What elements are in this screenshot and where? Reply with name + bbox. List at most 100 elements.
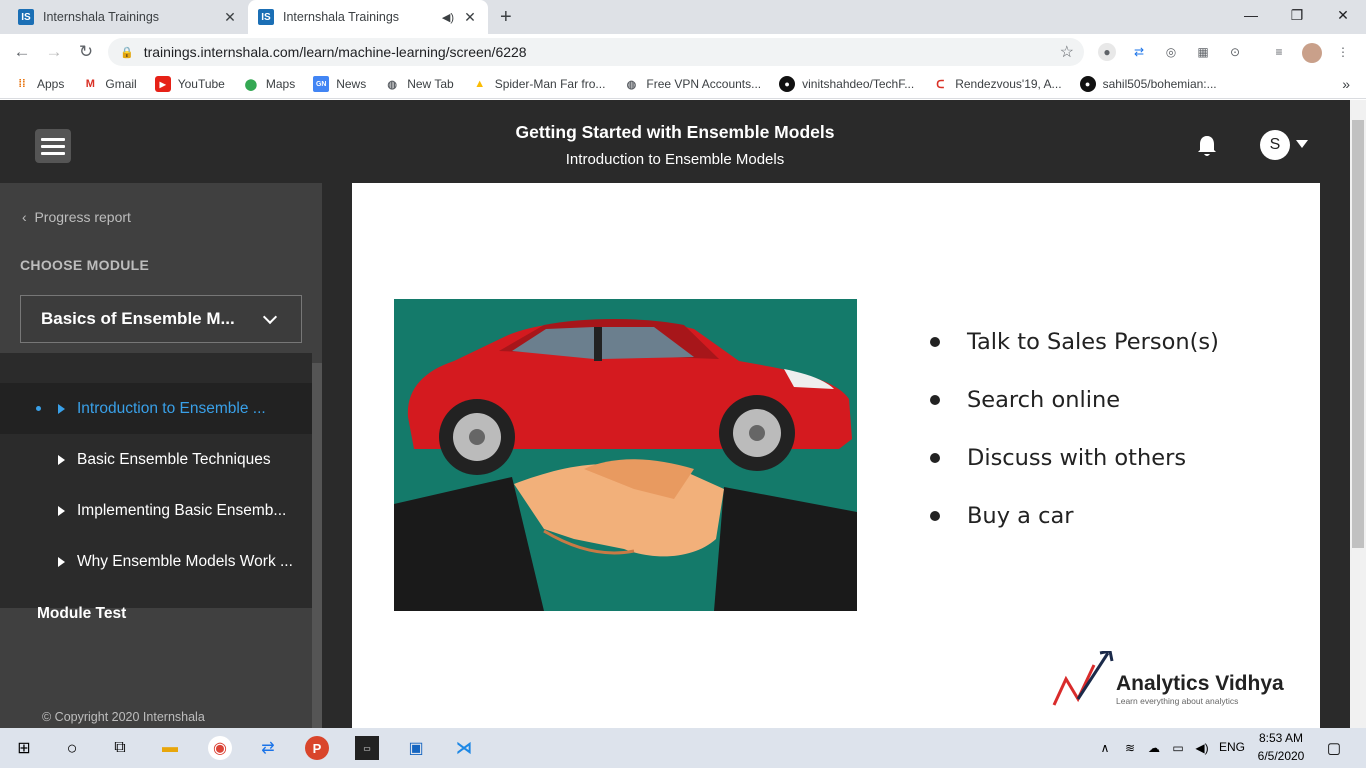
car-handshake-illustration xyxy=(394,299,857,611)
menu-dots-icon[interactable]: ⋮ xyxy=(1337,45,1349,59)
share-extension-icon[interactable]: ⇄ xyxy=(1133,45,1145,59)
chevron-up-icon[interactable]: ∧ xyxy=(1100,741,1110,755)
language-indicator[interactable]: ENG xyxy=(1219,740,1246,754)
bullet-item: Talk to Sales Person(s) xyxy=(927,313,1219,371)
bookmark-label: Maps xyxy=(265,77,296,91)
bookmark-youtube[interactable]: ▶ YouTube xyxy=(154,76,225,92)
lesson-item-why-ensemble[interactable]: Why Ensemble Models Work ... xyxy=(0,536,312,587)
extension-icon[interactable]: ⊙ xyxy=(1229,45,1241,59)
caret-down-icon[interactable] xyxy=(1296,140,1308,148)
new-tab-button[interactable]: + xyxy=(500,6,512,28)
play-triangle-icon xyxy=(58,556,65,567)
bullet-dot-icon xyxy=(930,337,940,347)
cloud-icon[interactable]: ☁ xyxy=(1148,741,1160,755)
clock-time[interactable]: 8:53 AM xyxy=(1258,731,1304,745)
github-icon: ● xyxy=(1079,76,1096,92)
media-control-icon[interactable]: ≡ xyxy=(1275,45,1283,59)
sidebar-scrollbar[interactable] xyxy=(312,363,322,728)
bookmark-apps[interactable]: ⁞⁞ Apps xyxy=(14,76,64,92)
app-bracket-icon[interactable]: ▣ xyxy=(408,740,424,757)
task-view-icon[interactable]: ⧉ xyxy=(114,739,126,756)
bullet-list: Talk to Sales Person(s) Search online Di… xyxy=(927,313,1219,545)
hamburger-menu-icon[interactable] xyxy=(35,129,71,163)
battery-icon[interactable]: ▭ xyxy=(1172,741,1184,755)
notification-center-icon[interactable]: ▢ xyxy=(1326,740,1342,757)
close-window-button[interactable]: ✕ xyxy=(1337,6,1349,23)
file-explorer-icon[interactable]: ▬ xyxy=(162,739,178,756)
bookmarks-bar: ⁞⁞ Apps M Gmail ▶ YouTube ⬤ Maps GN News ◍ New… xyxy=(0,70,1366,99)
drive-icon: ▲ xyxy=(474,78,486,90)
bullet-text: Search online xyxy=(967,387,1121,413)
minimize-button[interactable]: — xyxy=(1244,7,1258,23)
vscode-icon[interactable]: ⋊ xyxy=(456,740,472,757)
bookmarks-overflow-icon[interactable]: » xyxy=(1342,76,1350,92)
lesson-content-area: Talk to Sales Person(s) Search online Di… xyxy=(322,183,1350,728)
gmail-icon: M xyxy=(85,78,95,90)
notification-bell-icon[interactable] xyxy=(1196,134,1218,158)
bookmark-rendezvous[interactable]: ᑕ Rendezvous'19, A... xyxy=(932,76,1061,92)
chevron-left-icon: ‹ xyxy=(22,209,35,225)
sidebar: ‹ Progress report CHOOSE MODULE Basics o… xyxy=(0,183,322,728)
page-scrollbar[interactable] xyxy=(1350,100,1366,728)
bookmark-vpn[interactable]: ◍ Free VPN Accounts... xyxy=(623,76,762,92)
user-avatar[interactable]: S xyxy=(1260,130,1290,160)
close-tab-icon[interactable]: ✕ xyxy=(464,8,476,25)
bookmark-maps[interactable]: ⬤ Maps xyxy=(243,76,296,92)
bullet-item: Search online xyxy=(927,371,1219,429)
extension-icon[interactable]: ● xyxy=(1098,43,1116,61)
bookmark-news[interactable]: GN News xyxy=(313,76,366,92)
lesson-item-introduction[interactable]: Introduction to Ensemble ... xyxy=(0,383,312,434)
extension-icon[interactable]: ◎ xyxy=(1165,45,1177,59)
share-app-icon[interactable]: ⇄ xyxy=(261,740,275,757)
play-triangle-icon xyxy=(58,403,65,414)
bookmark-label: YouTube xyxy=(177,77,225,91)
lesson-label: Implementing Basic Ensemb... xyxy=(77,501,287,519)
tab-title: Internshala Trainings xyxy=(283,10,400,24)
current-dot-icon xyxy=(36,406,41,411)
profile-avatar-icon[interactable] xyxy=(1302,43,1322,63)
bookmark-label: Gmail xyxy=(105,77,137,91)
chrome-icon[interactable]: ◉ xyxy=(208,736,232,760)
progress-report-link[interactable]: ‹ Progress report xyxy=(22,209,131,225)
url-text: trainings.internshala.com/learn/machine-… xyxy=(143,44,527,60)
bookmark-label: Rendezvous'19, A... xyxy=(955,77,1062,91)
maps-icon: ⬤ xyxy=(244,78,258,91)
bullet-item: Discuss with others xyxy=(927,429,1219,487)
browser-tab-active[interactable]: IS Internshala Trainings ◀) ✕ xyxy=(248,0,488,34)
bookmark-star-icon[interactable]: ☆ xyxy=(1059,44,1074,61)
reload-icon[interactable]: ↻ xyxy=(78,42,94,61)
browser-tab[interactable]: IS Internshala Trainings ✕ xyxy=(8,0,248,34)
bookmark-github-bohemian[interactable]: ● sahil505/bohemian:... xyxy=(1079,76,1217,92)
windows-start-icon[interactable]: ⊞ xyxy=(17,740,31,757)
back-arrow-icon[interactable]: ← xyxy=(13,42,31,61)
slide: Talk to Sales Person(s) Search online Di… xyxy=(352,183,1320,728)
bookmark-new-tab[interactable]: ◍ New Tab xyxy=(384,76,453,92)
app-p-icon[interactable]: P xyxy=(305,736,329,760)
terminal-icon[interactable]: ▭ xyxy=(355,736,379,760)
progress-report-label: Progress report xyxy=(34,209,131,225)
bullet-dot-icon xyxy=(930,453,940,463)
close-tab-icon[interactable]: ✕ xyxy=(224,8,236,25)
scrollbar-thumb[interactable] xyxy=(1352,120,1364,548)
speaker-icon[interactable]: ◀) xyxy=(441,11,454,24)
lesson-item-implementing[interactable]: Implementing Basic Ensemb... xyxy=(0,485,312,536)
globe-icon: ◍ xyxy=(626,78,637,91)
clock-date[interactable]: 6/5/2020 xyxy=(1257,749,1305,763)
globe-icon: ◍ xyxy=(387,78,398,91)
extension-icon[interactable]: ▦ xyxy=(1197,45,1209,59)
bookmark-github-techf[interactable]: ● vinitshahdeo/TechF... xyxy=(779,76,914,92)
search-circle-icon[interactable]: ○ xyxy=(66,737,78,758)
module-select[interactable]: Basics of Ensemble M... xyxy=(20,295,302,343)
maximize-button[interactable]: ❐ xyxy=(1290,6,1304,23)
module-test-link[interactable]: Module Test xyxy=(37,605,127,622)
address-bar[interactable]: 🔒 trainings.internshala.com/learn/machin… xyxy=(108,38,1084,66)
forward-arrow-icon[interactable]: → xyxy=(45,42,63,61)
rendezvous-icon: ᑕ xyxy=(936,78,945,91)
bookmark-spiderman[interactable]: ▲ Spider-Man Far fro... xyxy=(472,76,605,92)
volume-icon[interactable]: ◀) xyxy=(1195,741,1209,755)
tab-title: Internshala Trainings xyxy=(43,10,160,24)
wifi-icon[interactable]: ≋ xyxy=(1124,741,1136,755)
bullet-dot-icon xyxy=(930,511,940,521)
bookmark-gmail[interactable]: M Gmail xyxy=(82,76,137,92)
lesson-item-basic-techniques[interactable]: Basic Ensemble Techniques xyxy=(0,434,312,485)
